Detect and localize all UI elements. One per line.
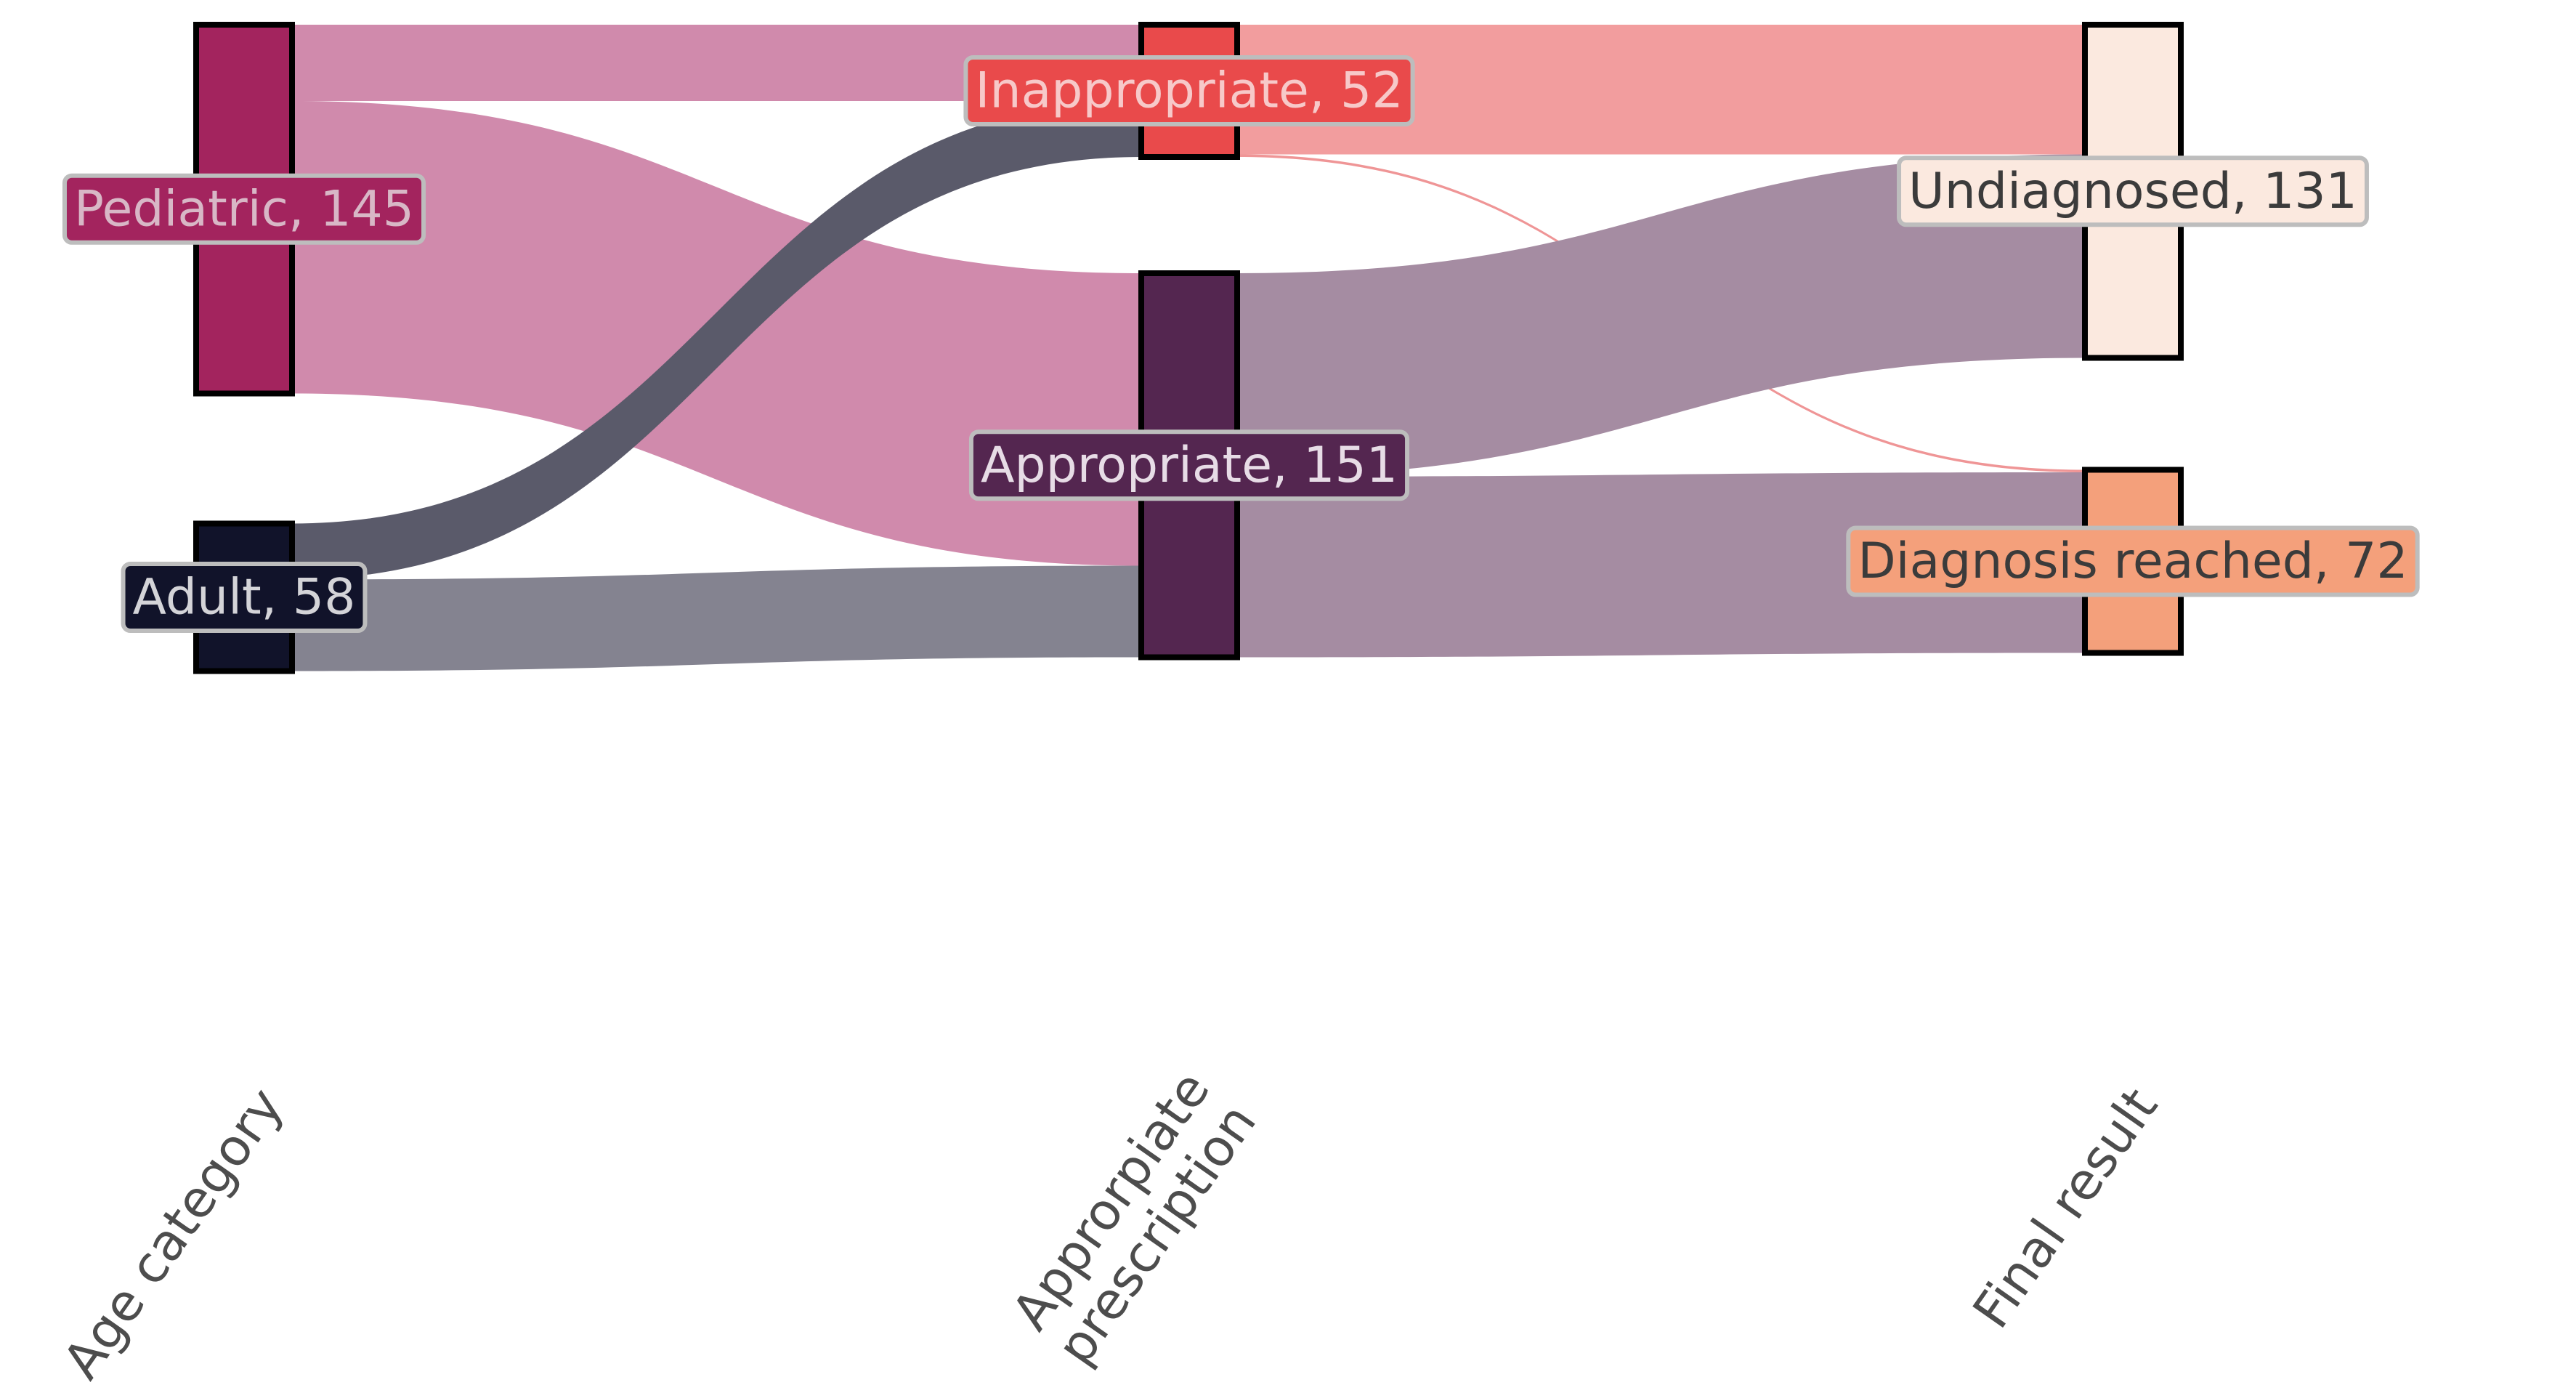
node-label-bg-appropriate (968, 429, 1410, 501)
node-label-bg-inappropriate (963, 55, 1415, 126)
node-label-appropriate: Appropriate, 151 (968, 429, 1410, 501)
node-label-text-appropriate: Appropriate, 151 (981, 437, 1398, 494)
link-appropriate-to-diagnosis (1237, 472, 2085, 658)
link-pediatric-to-inappropriate (292, 25, 1141, 101)
link-appropriate-to-undiagnosed (1237, 154, 2085, 477)
node-label-bg-undiagnosed (1897, 156, 2369, 227)
link-inappropriate-to-undiagnosed (1237, 25, 2085, 155)
node-label-inappropriate: Inappropriate, 52 (963, 55, 1415, 126)
node-label-bg-diagnosis (1846, 525, 2420, 597)
node-label-adult: Adult, 58 (121, 562, 368, 633)
node-label-text-pediatric: Pediatric, 145 (74, 180, 414, 238)
node-label-diagnosis: Diagnosis reached, 72 (1846, 525, 2420, 597)
node-label-undiagnosed: Undiagnosed, 131 (1897, 156, 2369, 227)
column-label-result-line-1: Final result (1961, 1078, 2169, 1339)
node-label-pediatric: Pediatric, 145 (62, 173, 426, 245)
column-label-age-line-1: Age category (52, 1078, 295, 1385)
node-label-text-inappropriate: Inappropriate, 52 (975, 62, 1403, 120)
node-label-bg-pediatric (62, 173, 426, 245)
node-label-text-undiagnosed: Undiagnosed, 131 (1908, 163, 2357, 220)
node-label-text-diagnosis: Diagnosis reached, 72 (1858, 533, 2407, 590)
link-adult-to-inappropriate (292, 101, 1141, 580)
node-label-bg-adult (121, 562, 368, 633)
link-adult-to-appropriate (292, 565, 1141, 671)
column-label-rx: Approrpiateprescription (999, 1061, 1268, 1376)
column-labels: Age category Approrpiateprescription Final… (52, 1061, 2169, 1385)
node-labels: Pediatric, 145 Adult, 58 Inappropriate, 52… (62, 55, 2420, 633)
flow-links (292, 25, 2085, 671)
column-label-result: Final result (1961, 1078, 2169, 1339)
column-label-age: Age category (52, 1078, 295, 1385)
node-label-text-adult: Adult, 58 (133, 569, 356, 626)
